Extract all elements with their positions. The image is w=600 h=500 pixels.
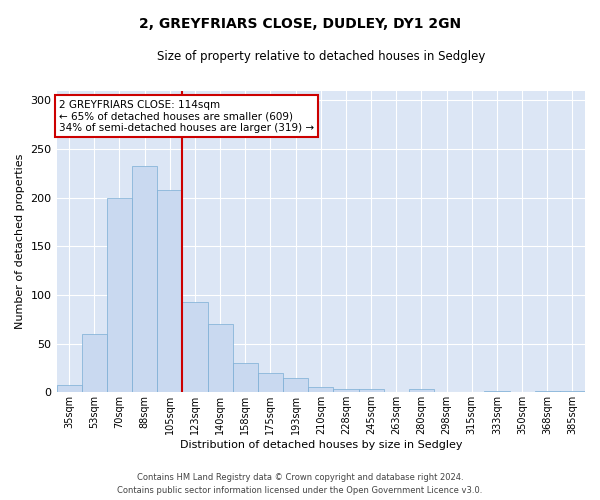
Bar [107,198,132,392]
Bar [157,190,182,392]
Bar [82,334,107,392]
Bar [409,390,434,392]
Bar [283,378,308,392]
Bar [233,363,258,392]
Text: 2, GREYFRIARS CLOSE, DUDLEY, DY1 2GN: 2, GREYFRIARS CLOSE, DUDLEY, DY1 2GN [139,18,461,32]
Text: Contains HM Land Registry data © Crown copyright and database right 2024.
Contai: Contains HM Land Registry data © Crown c… [118,474,482,495]
Bar [56,386,82,392]
Y-axis label: Number of detached properties: Number of detached properties [15,154,25,329]
Title: Size of property relative to detached houses in Sedgley: Size of property relative to detached ho… [157,50,485,63]
Text: 2 GREYFRIARS CLOSE: 114sqm
← 65% of detached houses are smaller (609)
34% of sem: 2 GREYFRIARS CLOSE: 114sqm ← 65% of deta… [59,100,314,133]
Bar [258,373,283,392]
Bar [182,302,208,392]
X-axis label: Distribution of detached houses by size in Sedgley: Distribution of detached houses by size … [179,440,462,450]
Bar [132,166,157,392]
Bar [308,388,334,392]
Bar [359,390,383,392]
Bar [208,324,233,392]
Bar [334,390,359,392]
